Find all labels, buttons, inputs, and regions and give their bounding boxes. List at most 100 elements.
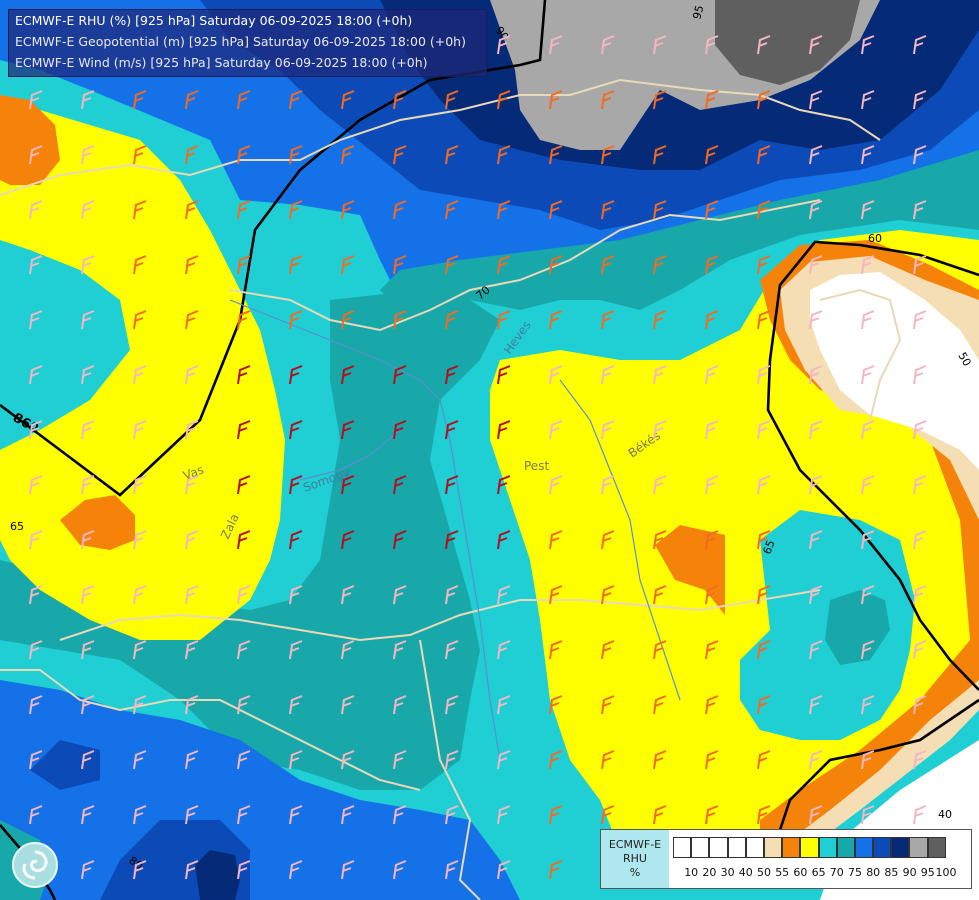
wind-barb-icon <box>913 475 927 495</box>
rhu-75-east-inner <box>825 590 890 665</box>
wind-barb-icon <box>185 475 199 495</box>
contour-label-40: 40 <box>938 808 952 821</box>
wind-barb-icon <box>133 860 147 880</box>
wind-barb-icon <box>289 145 303 165</box>
river <box>299 429 401 481</box>
wind-barb-icon <box>237 145 251 165</box>
legend-tick: 20 <box>702 866 717 879</box>
legend-tick: 60 <box>793 866 808 879</box>
wind-barb-icon <box>341 695 355 715</box>
wind-barb-icon <box>705 145 719 165</box>
wind-barb-icon <box>757 530 771 550</box>
wind-barb-icon <box>81 420 95 440</box>
wind-barb-icon <box>653 805 667 825</box>
wind-barb-icon <box>341 145 355 165</box>
wind-barb-icon <box>705 35 719 55</box>
wind-barb-icon <box>393 90 407 110</box>
wind-barb-icon <box>29 585 43 605</box>
wind-barb-icon <box>549 145 563 165</box>
wind-barb-icon <box>29 200 43 220</box>
wind-barb-icon <box>289 585 303 605</box>
legend-label: ECMWF-E RHU % <box>601 830 669 888</box>
wind-barb-icon <box>861 530 875 550</box>
wind-barb-icon <box>393 695 407 715</box>
wind-barb-icon <box>809 200 823 220</box>
wind-barb-icon <box>861 475 875 495</box>
wind-barb-icon <box>809 640 823 660</box>
wind-barb-icon <box>653 695 667 715</box>
wind-barb-icon <box>185 530 199 550</box>
wind-barb-icon <box>809 750 823 770</box>
wind-barb-icon <box>445 200 459 220</box>
wind-barb-icon <box>601 420 615 440</box>
wind-barb-icon <box>81 145 95 165</box>
wind-barb-icon <box>29 365 43 385</box>
wind-barb-icon <box>757 585 771 605</box>
wind-barb-icon <box>289 365 303 385</box>
wind-barb-icon <box>653 145 667 165</box>
wind-barb-icon <box>861 750 875 770</box>
legend-tick: 70 <box>829 866 844 879</box>
wind-barb-icon <box>653 640 667 660</box>
legend-swatch <box>745 837 764 858</box>
wind-barb-icon <box>289 750 303 770</box>
wind-barb-icon <box>289 475 303 495</box>
wind-barb-icon <box>601 310 615 330</box>
wind-barb-icon <box>549 750 563 770</box>
wind-barb-icon <box>601 640 615 660</box>
wind-barb-icon <box>237 200 251 220</box>
wind-barb-icon <box>445 805 459 825</box>
wind-barb-icon <box>549 365 563 385</box>
wind-barb-icon <box>445 585 459 605</box>
wind-barb-icon <box>757 420 771 440</box>
country-border <box>229 199 821 332</box>
wind-barb-icon <box>445 860 459 880</box>
title-wind: ECMWF-E Wind (m/s) [925 hPa] Saturday 06… <box>15 55 428 70</box>
wind-barb-icon <box>913 640 927 660</box>
wind-barb-icon <box>81 805 95 825</box>
wind-barb-icon <box>757 805 771 825</box>
wind-barb-icon <box>445 750 459 770</box>
wind-barb-icon <box>29 750 43 770</box>
swirl-logo-icon <box>12 842 58 888</box>
wind-barb-icon <box>705 585 719 605</box>
color-legend: ECMWF-E RHU % 10 20 30 40 50 55 60 65 70 75 80 85 90… <box>600 829 972 889</box>
wind-barb-icon <box>29 805 43 825</box>
wind-barb-icon <box>497 200 511 220</box>
wind-barb-icon <box>445 90 459 110</box>
wind-barb-icon <box>913 90 927 110</box>
legend-tick: 75 <box>848 866 862 879</box>
wind-barb-icon <box>861 35 875 55</box>
legend-swatch <box>763 837 783 858</box>
wind-barb-icon <box>809 420 823 440</box>
wind-barb-icon <box>393 530 407 550</box>
wind-barb-icon <box>29 475 43 495</box>
legend-unit: % <box>629 866 641 879</box>
legend-tick: 10 <box>684 866 699 879</box>
wind-barb-icon <box>809 585 823 605</box>
rhu-50-east <box>810 272 979 470</box>
wind-barb-icon <box>913 530 927 550</box>
wind-barb-icon <box>497 145 511 165</box>
wind-barb-icon <box>341 805 355 825</box>
legend-swatch <box>891 837 910 858</box>
wind-barb-icon <box>133 310 147 330</box>
wind-barb-icon <box>757 475 771 495</box>
wind-barb-icon <box>289 695 303 715</box>
title-geopotential: ECMWF-E Geopotential (m) [925 hPa] Satur… <box>15 34 466 49</box>
wind-barb-icon <box>497 530 511 550</box>
legend-swatch <box>691 837 710 858</box>
wind-barb-icon <box>341 90 355 110</box>
wind-barb-icon <box>705 695 719 715</box>
wind-barb-icon <box>809 365 823 385</box>
wind-barb-icon <box>185 860 199 880</box>
wind-barb-icon <box>445 310 459 330</box>
legend-swatches <box>673 837 946 858</box>
wind-barb-icon <box>81 640 95 660</box>
geopotential-contour-se <box>778 698 979 831</box>
wind-barb-icon <box>809 90 823 110</box>
legend-swatch <box>836 837 855 858</box>
wind-barb-icon <box>861 365 875 385</box>
wind-barb-icon <box>237 640 251 660</box>
wind-barb-icon <box>601 200 615 220</box>
